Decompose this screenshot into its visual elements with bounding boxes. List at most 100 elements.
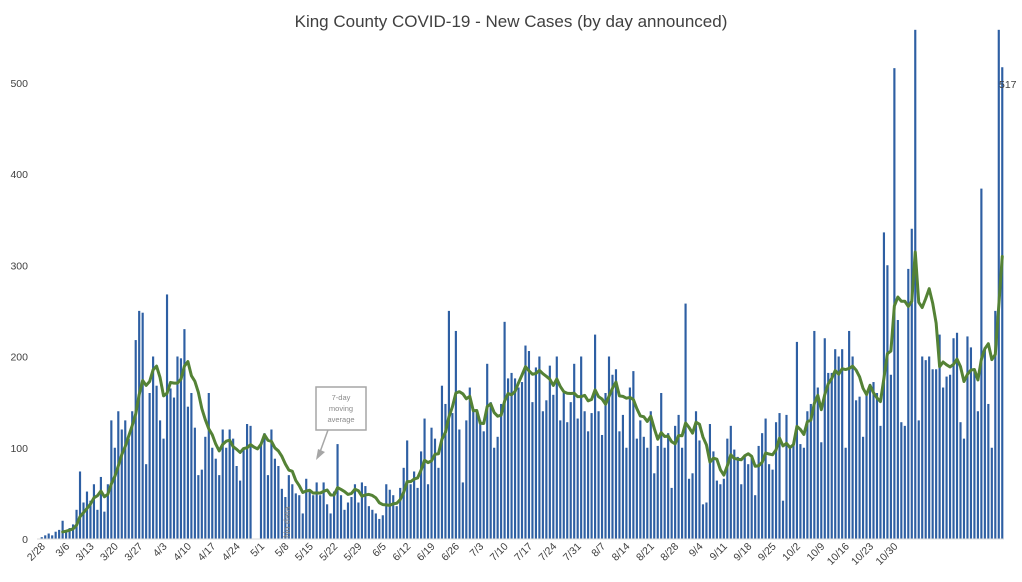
bar [339, 495, 343, 539]
bar [47, 533, 50, 539]
bar [332, 491, 336, 539]
bar [447, 310, 450, 540]
bar [663, 447, 666, 539]
bar [914, 29, 917, 539]
bar [242, 447, 245, 539]
bar [493, 447, 496, 539]
bar [402, 467, 405, 539]
y-tick-label: 200 [10, 352, 28, 364]
y-axis: 0 100 200 300 400 500 [10, 78, 28, 546]
bar [374, 513, 377, 539]
bar [507, 378, 510, 539]
bar [193, 427, 196, 539]
callout-arrow-head [316, 449, 325, 460]
bar [218, 475, 221, 540]
bar [103, 511, 106, 540]
bar [385, 484, 388, 539]
bar [388, 489, 391, 539]
bar [329, 513, 332, 539]
bar [326, 504, 329, 539]
bar [938, 334, 941, 539]
bar [343, 509, 346, 539]
bar [472, 411, 475, 539]
bar [886, 265, 889, 539]
bar [931, 369, 934, 539]
bar [200, 469, 203, 539]
bar [141, 312, 144, 539]
bar [249, 425, 252, 539]
bar [437, 467, 440, 539]
bar [520, 382, 524, 539]
bar [855, 400, 858, 539]
bar [962, 438, 966, 540]
y-tick-label: 0 [22, 534, 28, 546]
bar [861, 436, 865, 539]
bar [966, 336, 969, 539]
bar [510, 372, 513, 539]
bar [92, 484, 96, 539]
bar [587, 431, 590, 539]
bar [308, 491, 311, 539]
bar [701, 504, 705, 539]
bar [207, 393, 210, 539]
callout-box [315, 386, 367, 431]
bar [99, 476, 102, 539]
bar [291, 484, 294, 539]
bar [649, 411, 652, 539]
bar [273, 458, 276, 539]
bar [85, 491, 89, 539]
bar [190, 393, 193, 539]
bar [806, 411, 809, 539]
bar [889, 374, 892, 539]
bar [465, 420, 468, 540]
bar [600, 434, 604, 539]
bar [865, 393, 868, 539]
no-data-label: No data [282, 506, 292, 538]
bar [559, 420, 562, 540]
bar [694, 411, 698, 539]
bar [211, 447, 214, 539]
bar [660, 393, 663, 539]
bar [740, 484, 743, 539]
callout-line-1: 7-day [332, 393, 351, 402]
bar [955, 332, 959, 539]
bar [482, 431, 485, 539]
bar [68, 528, 71, 539]
bar [451, 413, 454, 539]
bar [287, 475, 290, 540]
bar [952, 338, 955, 539]
bar [245, 424, 249, 539]
bar [221, 429, 224, 539]
bar [712, 451, 715, 539]
bar [948, 374, 952, 539]
bar [604, 393, 607, 539]
bar [788, 447, 792, 539]
bar [110, 420, 113, 540]
bar [364, 486, 367, 539]
bar [910, 228, 913, 539]
bar [687, 478, 691, 539]
bar [409, 484, 412, 539]
bar [413, 471, 416, 539]
bar [475, 411, 478, 539]
bar [197, 475, 200, 540]
bar [569, 402, 572, 540]
bar [294, 493, 297, 540]
bar [513, 378, 517, 539]
last-value-label: 517 [999, 79, 1017, 91]
bar [1001, 67, 1004, 540]
bar [541, 411, 544, 539]
bar [959, 422, 962, 539]
bar [879, 425, 882, 539]
bar [674, 425, 677, 539]
bar [684, 303, 687, 539]
bar [152, 356, 155, 539]
bar [548, 365, 551, 540]
bar [566, 422, 569, 539]
bar [625, 447, 628, 539]
bar [406, 440, 409, 539]
bar [524, 345, 527, 539]
y-tick-label: 400 [10, 169, 28, 181]
bar [809, 403, 812, 539]
bar [733, 449, 736, 539]
